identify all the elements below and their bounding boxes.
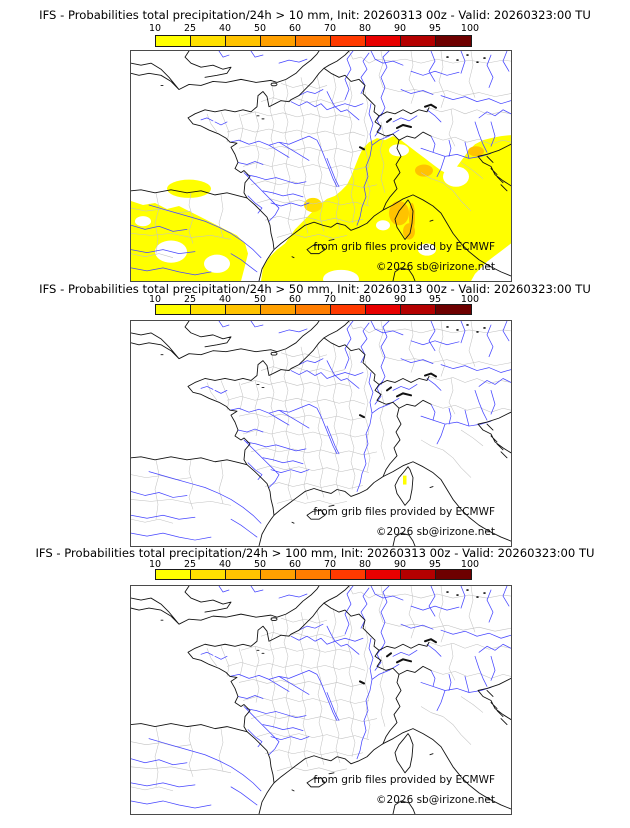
colorbar-tick-label: 90	[393, 23, 407, 34]
map-france-100mm: from grib files provided by ECMWF ©2026 …	[130, 585, 512, 815]
colorbar-tick-label: 50	[253, 294, 267, 305]
panel-title: IFS - Probabilities total precipitation/…	[39, 282, 591, 296]
colorbar-segment	[156, 36, 191, 46]
colorbar-tick-label: 80	[358, 559, 372, 570]
colorbar-tick-label: 80	[358, 23, 372, 34]
colorbar-tick-label: 60	[288, 294, 302, 305]
colorbar-segment	[436, 305, 471, 314]
colorbar-segment	[296, 305, 331, 314]
colorbar-tick-label: 80	[358, 294, 372, 305]
colorbar-segment	[296, 570, 331, 579]
colorbar-segment	[191, 36, 226, 46]
colorbar-segment	[156, 570, 191, 579]
colorbar-tick-label: 100	[460, 294, 480, 305]
colorbar-segment	[191, 570, 226, 579]
panel-title: IFS - Probabilities total precipitation/…	[39, 8, 591, 22]
colorbar-tick-label: 70	[323, 559, 337, 570]
colorbar-segment	[261, 36, 296, 46]
colorbar-tick-label: 10	[148, 294, 162, 305]
map-france-50mm: from grib files provided by ECMWF ©2026 …	[130, 320, 512, 547]
colorbar-tick-label: 50	[253, 23, 267, 34]
colorbar-segment	[156, 305, 191, 314]
colorbar-segment	[401, 570, 436, 579]
colorbar-tick-label: 10	[148, 23, 162, 34]
colorbar-segment	[226, 305, 261, 314]
colorbar-tick-label: 95	[428, 294, 442, 305]
colorbar-segment	[366, 305, 401, 314]
map-canvas	[131, 51, 511, 281]
map-france-10mm: from grib files provided by ECMWF ©2026 …	[130, 50, 512, 282]
colorbar-labels: 10 25 40 50 60 70 80 90 95 100	[130, 294, 510, 305]
colorbar-tick-label: 70	[323, 23, 337, 34]
colorbar-tick-label: 40	[218, 23, 232, 34]
colorbar-tick-label: 40	[218, 294, 232, 305]
colorbar-tick-label: 70	[323, 294, 337, 305]
colorbar-segment	[296, 36, 331, 46]
colorbar-tick-label: 25	[183, 559, 197, 570]
colorbar-segment	[436, 570, 471, 579]
colorbar-tick-label: 95	[428, 23, 442, 34]
colorbar-labels: 10 25 40 50 60 70 80 90 95 100	[130, 559, 510, 570]
colorbar-segment	[331, 305, 366, 314]
panel-title: IFS - Probabilities total precipitation/…	[35, 546, 595, 560]
colorbar-segment	[331, 36, 366, 46]
colorbar-segment	[366, 570, 401, 579]
colorbar-tick-label: 40	[218, 559, 232, 570]
colorbar-tick-label: 25	[183, 23, 197, 34]
colorbar-tick-label: 50	[253, 559, 267, 570]
colorbar-segment	[366, 36, 401, 46]
map-canvas	[131, 321, 511, 546]
colorbar-segment	[226, 570, 261, 579]
colorbar-tick-label: 60	[288, 559, 302, 570]
colorbar-segment	[401, 36, 436, 46]
map-canvas	[131, 586, 511, 814]
colorbar-segment	[401, 305, 436, 314]
colorbar-segment	[436, 36, 471, 46]
colorbar-scale	[155, 304, 472, 315]
colorbar-labels: 10 25 40 50 60 70 80 90 95 100	[130, 23, 510, 34]
colorbar-scale	[155, 569, 472, 580]
colorbar-tick-label: 10	[148, 559, 162, 570]
colorbar-tick-label: 100	[460, 559, 480, 570]
colorbar-tick-label: 90	[393, 294, 407, 305]
colorbar-scale	[155, 35, 472, 47]
colorbar-tick-label: 25	[183, 294, 197, 305]
colorbar-segment	[226, 36, 261, 46]
colorbar-tick-label: 60	[288, 23, 302, 34]
colorbar-segment	[331, 570, 366, 579]
colorbar-tick-label: 100	[460, 23, 480, 34]
colorbar-segment	[191, 305, 226, 314]
colorbar-tick-label: 95	[428, 559, 442, 570]
colorbar-segment	[261, 305, 296, 314]
colorbar-segment	[261, 570, 296, 579]
colorbar-tick-label: 90	[393, 559, 407, 570]
